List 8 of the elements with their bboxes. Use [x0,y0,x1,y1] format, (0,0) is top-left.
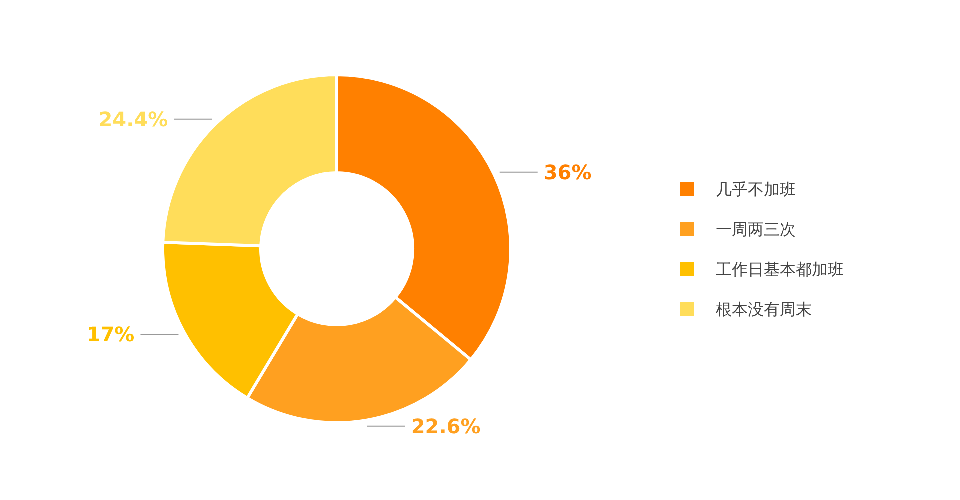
legend-label: 几乎不加班 [716,180,796,199]
data-label: 36% [544,160,592,184]
data-label: 24.4% [98,107,168,132]
legend-label: 根本没有周末 [716,300,812,319]
data-label: 17% [86,322,135,347]
data-label: 22.6% [411,414,481,438]
legend-label: 工作日基本都加班 [716,260,844,279]
legend-label: 一周两三次 [716,220,796,239]
